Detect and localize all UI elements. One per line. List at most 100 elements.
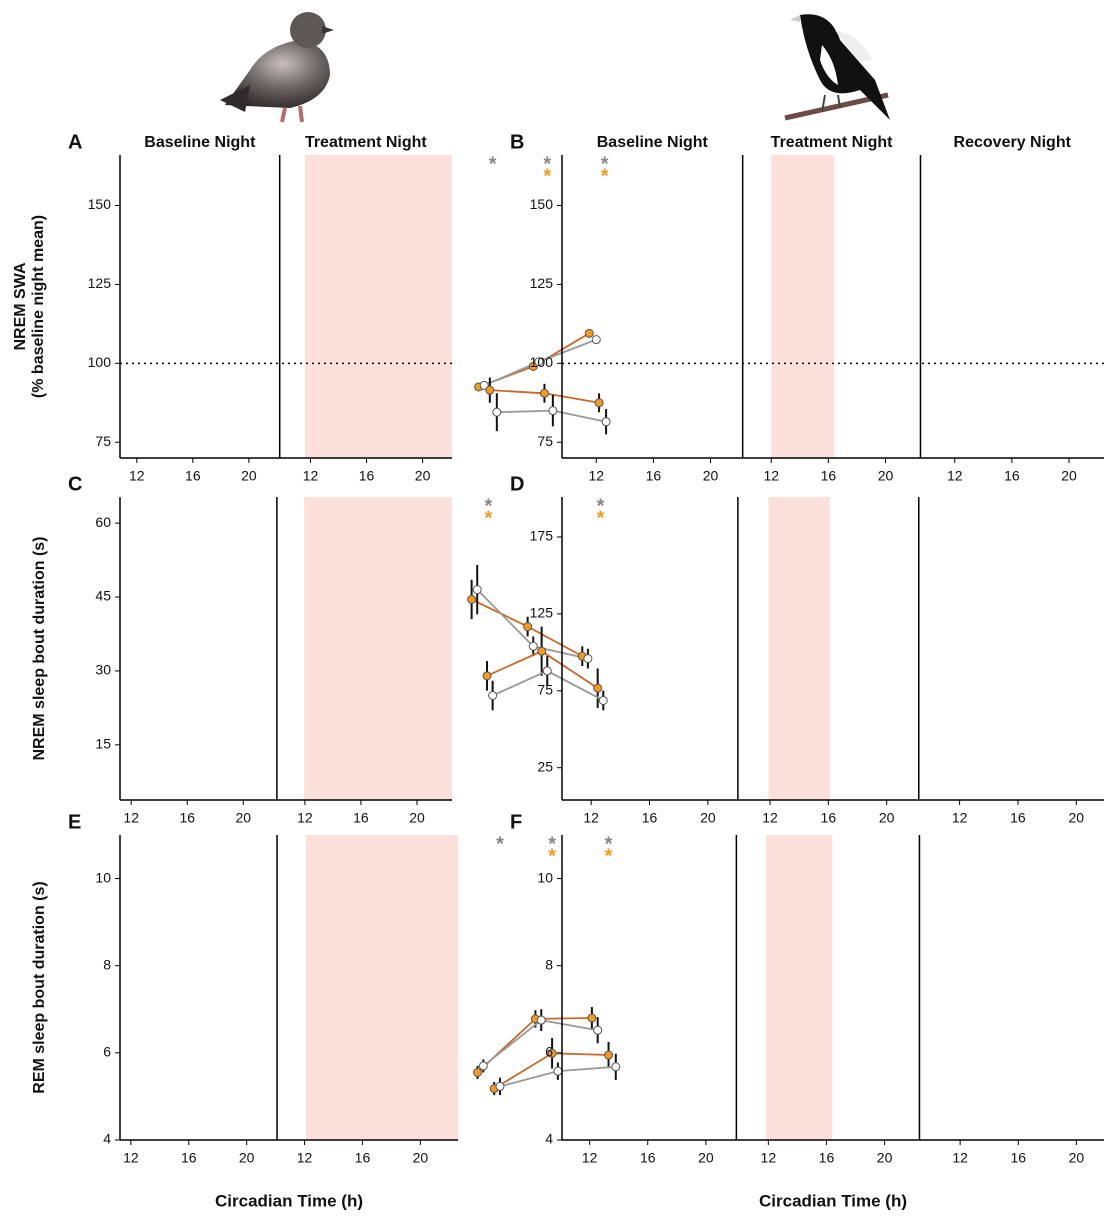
y-tick-label: 45 [95,588,111,604]
data-point [472,585,482,595]
y-tick-label: 6 [545,1044,553,1060]
significance-star: * [605,845,613,867]
y-tick-label: 25 [537,758,553,774]
magpie-illustration [784,14,890,121]
y-tick-label: 8 [545,956,553,972]
x-tick-label: 20 [877,1150,893,1166]
data-point [591,335,601,345]
significance-star: * [496,833,504,855]
x-tick-label: 12 [583,810,599,826]
treatment-shade [304,155,452,458]
data-point [587,1013,597,1023]
treatment-shade [304,497,452,800]
y-axis-title: (% baseline night mean) [30,215,47,398]
y-tick-label: 6 [103,1044,111,1060]
data-point [528,361,538,371]
data-point [548,406,558,416]
y-tick-label: 15 [95,736,111,752]
significance-star: * [601,165,609,187]
y-tick-label: 75 [95,433,111,449]
data-point [553,1066,563,1076]
significance-star: * [489,153,497,175]
data-point [593,1025,603,1035]
y-tick-label: 10 [537,869,553,885]
data-point [611,1062,621,1072]
significance-star: * [597,507,605,529]
y-tick-label: 30 [95,662,111,678]
x-tick-label: 16 [181,1150,197,1166]
y-tick-label: 125 [530,605,554,621]
x-axis-title: Circadian Time (h) [759,1191,907,1210]
data-point [594,398,604,408]
data-point [488,691,498,701]
x-tick-label: 12 [947,468,963,484]
panel-label: D [510,473,524,495]
x-tick-label: 16 [1010,1150,1026,1166]
x-tick-label: 20 [698,1150,714,1166]
night-title: Baseline Night [597,134,709,151]
data-point [547,1048,557,1058]
night-title: Treatment Night [771,134,893,151]
x-tick-label: 12 [582,1150,598,1166]
x-tick-label: 20 [1068,810,1084,826]
x-tick-label: 12 [762,810,778,826]
y-tick-label: 75 [537,682,553,698]
significance-star: * [543,165,551,187]
treatment-shade [768,497,830,800]
data-point [495,1081,505,1091]
significance-star: * [605,833,613,855]
data-point [536,1015,546,1025]
night-title: Treatment Night [305,134,427,151]
x-tick-label: 16 [819,1150,835,1166]
x-tick-label: 12 [123,810,139,826]
x-tick-label: 16 [1004,468,1020,484]
x-tick-label: 20 [879,810,895,826]
x-tick-label: 20 [413,1150,429,1166]
x-tick-label: 12 [123,1150,139,1166]
x-tick-label: 16 [179,810,195,826]
data-point [598,695,608,705]
x-axis-title: Circadian Time (h) [215,1191,363,1210]
panel: F Circadian Time (h) 12 16 20 12 16 20 12 16 20 * 4 6… [510,811,1104,1210]
data-point [583,654,593,664]
panel: A NREM SWA (% baseline night mean) Baseline… [12,131,611,484]
data-point [593,683,603,693]
y-axis-title: REM sleep bout duration (s) [31,881,48,1093]
x-tick-label: 12 [129,468,145,484]
panel-label: C [68,473,82,495]
y-tick-label: 150 [530,196,554,212]
data-point [537,646,547,656]
x-tick-label: 20 [703,468,719,484]
x-tick-label: 16 [355,1150,371,1166]
night-title: Recovery Night [954,134,1072,151]
x-tick-label: 16 [821,810,837,826]
x-tick-label: 20 [241,468,257,484]
y-tick-label: 4 [103,1131,111,1147]
significance-star: * [597,495,605,517]
night-title: Baseline Night [144,134,256,151]
y-tick-label: 4 [545,1131,553,1147]
treatment-shade [771,155,835,458]
x-tick-label: 20 [235,810,251,826]
data-point [584,328,594,338]
treatment-shade [306,835,458,1140]
x-tick-label: 16 [640,1150,656,1166]
panel-label: B [510,131,524,153]
x-tick-label: 20 [409,810,425,826]
data-point [478,1061,488,1071]
x-tick-label: 12 [297,1150,313,1166]
data-point [534,357,544,367]
panel-label: E [68,811,81,833]
significance-star: * [601,153,609,175]
data-point [482,671,492,681]
treatment-shade [766,835,833,1140]
significance-star: * [548,845,556,867]
x-tick-label: 12 [952,810,968,826]
x-tick-label: 12 [297,810,313,826]
data-point [479,380,489,390]
x-tick-label: 16 [353,810,369,826]
y-tick-label: 175 [530,528,554,544]
